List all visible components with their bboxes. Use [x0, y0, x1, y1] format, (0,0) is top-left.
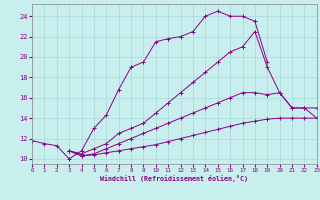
- X-axis label: Windchill (Refroidissement éolien,°C): Windchill (Refroidissement éolien,°C): [100, 175, 248, 182]
